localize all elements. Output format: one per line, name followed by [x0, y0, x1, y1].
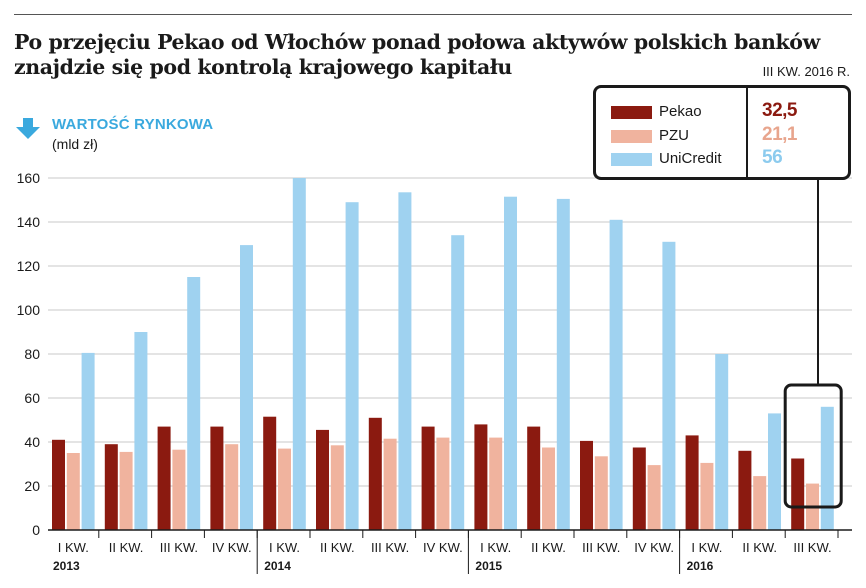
y-tick-label: 40 [24, 434, 40, 450]
y-tick-label: 140 [17, 214, 41, 230]
chart-title: Po przejęciu Pekao od Włochów ponad poło… [14, 30, 820, 79]
bar-pzu [489, 437, 503, 530]
top-rule [14, 14, 852, 15]
unit-label: (mld zł) [52, 136, 98, 152]
y-tick-label: 120 [17, 258, 41, 274]
year-label: 2016 [687, 559, 714, 573]
bar-unicredit [240, 245, 253, 530]
bar-pekao [52, 439, 65, 530]
bar-pzu [753, 476, 767, 530]
bar-pzu [66, 453, 80, 530]
y-tick-label: 80 [24, 346, 40, 362]
bar-pekao [104, 444, 118, 530]
x-tick-label: III KW. [793, 540, 831, 555]
bar-pzu [119, 451, 133, 530]
bar-pekao [791, 458, 805, 530]
legend-item-unicredit: UniCredit 56 [596, 147, 848, 171]
bar-pekao [685, 435, 699, 530]
period-label: III KW. 2016 R. [762, 64, 850, 79]
bar-pzu [225, 444, 239, 530]
bar-pzu [172, 449, 186, 530]
bar-unicredit [768, 413, 781, 530]
down-arrow-icon [16, 118, 40, 139]
legend-item-pekao: Pekao 32,5 [596, 100, 848, 124]
bar-unicredit [504, 196, 517, 530]
legend-value-pzu: 21,1 [762, 124, 797, 145]
metric-label: WARTOŚĆ RYNKOWA [52, 116, 214, 133]
bar-pzu [436, 437, 450, 530]
bar-pekao [738, 450, 752, 530]
bar-pzu [647, 465, 661, 530]
bar-unicredit [398, 192, 412, 531]
legend-swatch-pzu [611, 130, 652, 143]
bar-pzu [278, 448, 291, 530]
x-tick-label: IV KW. [423, 540, 463, 555]
bar-unicredit [609, 219, 623, 531]
bar-pzu [330, 445, 344, 530]
bar-pekao [263, 416, 277, 530]
bar-pekao [210, 426, 224, 530]
bar-pekao [474, 424, 488, 530]
y-tick-label: 100 [17, 302, 41, 318]
bar-unicredit [292, 178, 306, 530]
highlight-frame [783, 383, 843, 509]
bar-pzu [594, 456, 608, 530]
bar-unicredit [820, 406, 834, 530]
bar-unicredit [81, 352, 95, 530]
legend-swatch-pekao [611, 106, 652, 119]
bar-unicredit [134, 332, 148, 530]
bar-unicredit [715, 354, 729, 530]
legend-box: Pekao 32,5 PZU 21,1 UniCredit 56 [593, 85, 851, 180]
bar-pekao [632, 447, 646, 530]
bar-unicredit [556, 198, 570, 530]
x-tick-label: II KW. [742, 540, 777, 555]
x-tick-label: III KW. [582, 540, 620, 555]
bar-unicredit [345, 202, 359, 530]
x-tick-label: III KW. [160, 540, 198, 555]
bar-pzu [700, 462, 714, 530]
legend-swatch-unicredit [611, 153, 652, 166]
bar-unicredit [187, 277, 201, 530]
x-tick-label: I KW. [269, 540, 300, 555]
bar-unicredit [662, 241, 676, 531]
year-label: 2013 [53, 559, 80, 573]
legend-value-pekao: 32,5 [762, 100, 797, 121]
year-label: 2015 [475, 559, 502, 573]
x-tick-label: I KW. [58, 540, 89, 555]
legend-label-pzu: PZU [659, 127, 689, 144]
legend-label-unicredit: UniCredit [659, 150, 722, 167]
x-tick-label: I KW. [691, 540, 722, 555]
x-tick-label: III KW. [371, 540, 409, 555]
year-label: 2014 [264, 559, 291, 573]
x-tick-label: II KW. [109, 540, 144, 555]
legend-label-pekao: Pekao [659, 103, 702, 120]
x-tick-label: II KW. [531, 540, 566, 555]
bar-pekao [368, 417, 382, 530]
x-tick-label: II KW. [320, 540, 355, 555]
bar-pzu [383, 438, 397, 530]
bar-pekao [157, 426, 171, 530]
y-tick-label: 60 [24, 390, 40, 406]
bar-pekao [527, 426, 541, 530]
x-tick-label: I KW. [480, 540, 511, 555]
bar-pekao [421, 426, 435, 530]
y-tick-label: 20 [24, 478, 40, 494]
y-tick-label: 160 [17, 170, 41, 186]
bar-pekao [580, 440, 593, 530]
bar-unicredit [451, 235, 465, 530]
legend-value-unicredit: 56 [762, 147, 783, 168]
x-tick-label: IV KW. [212, 540, 252, 555]
legend-divider [746, 88, 748, 177]
bar-pekao [316, 429, 329, 530]
legend-item-pzu: PZU 21,1 [596, 124, 848, 148]
y-tick-label: 0 [32, 522, 40, 538]
bar-pzu [542, 447, 555, 530]
x-tick-label: IV KW. [634, 540, 674, 555]
